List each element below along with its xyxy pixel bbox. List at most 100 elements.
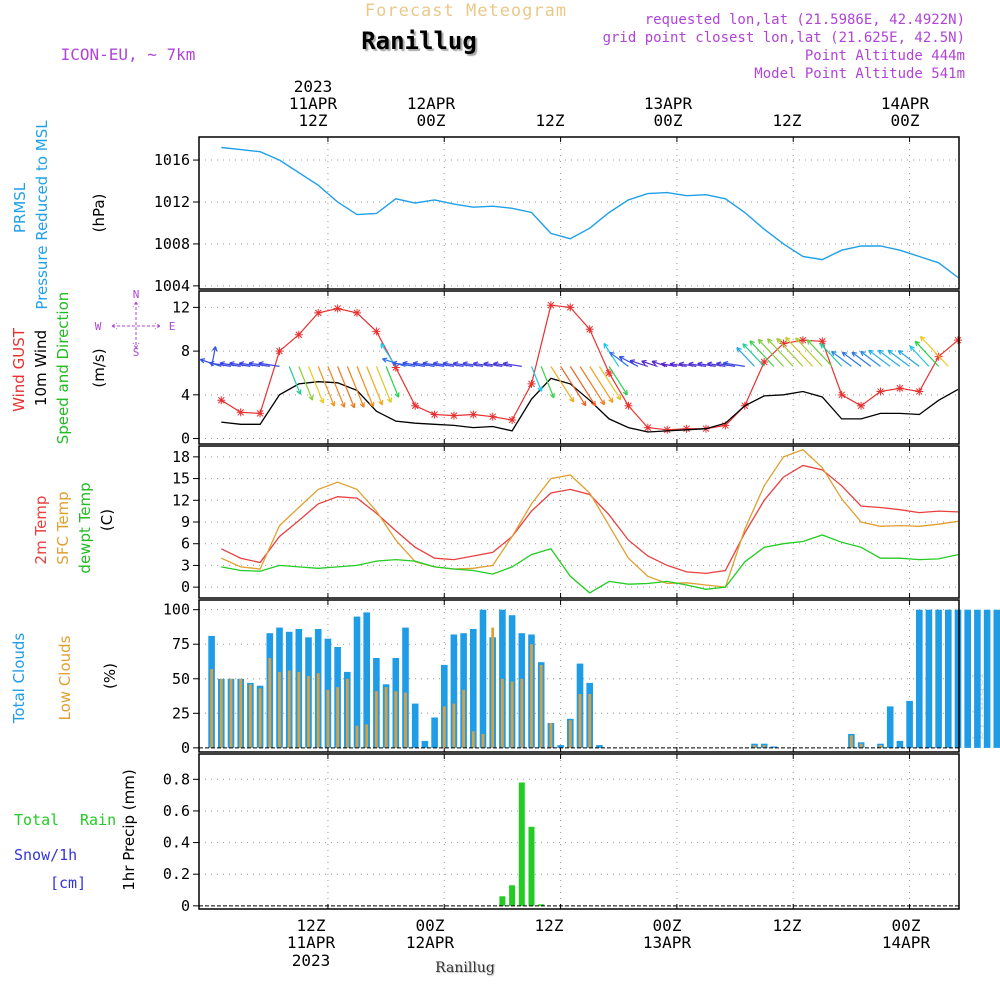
low-cloud-bar — [297, 672, 300, 748]
cloud-tick-75: 75 — [172, 635, 190, 653]
low-cloud-bar — [278, 672, 281, 748]
total-cloud-bar — [974, 610, 981, 748]
wind-gust-point — [314, 309, 322, 317]
unit-precip: 1hr Precip (mm) — [120, 769, 138, 890]
label-dewpt-temp: dewpt Temp — [76, 482, 94, 573]
forecast-subtitle: Forecast Meteogram — [365, 1, 567, 21]
rain-bar — [499, 896, 505, 906]
low-cloud-bar — [462, 690, 465, 748]
bottom-label-14apr: 14APR — [882, 933, 931, 952]
total-cloud-bar — [412, 704, 419, 748]
bottom-label-12z-13apr: 12Z — [773, 916, 802, 935]
unit-ms: (m/s) — [90, 348, 108, 387]
low-cloud-bar — [501, 679, 504, 748]
low-cloud-bar — [307, 676, 310, 748]
wind-gust-point — [237, 408, 245, 416]
low-cloud-bar — [356, 726, 359, 748]
wind-gust-point — [915, 388, 923, 396]
wind-gust-point — [566, 303, 574, 311]
pressure-tick-1016: 1016 — [154, 151, 190, 169]
wind-gust-point — [857, 402, 865, 410]
precip-tick-0: 0 — [181, 897, 190, 915]
wind-tick-8: 8 — [181, 342, 190, 360]
low-cloud-bar — [230, 679, 233, 748]
low-cloud-bar — [472, 731, 475, 748]
unit-percent: (%) — [101, 663, 119, 689]
bottom-label-12z-12apr: 12Z — [535, 916, 564, 935]
total-cloud-bar — [955, 610, 962, 748]
top-label-13apr-12z: 12Z — [773, 111, 802, 130]
bottom-label-13apr: 13APR — [643, 933, 692, 952]
low-cloud-bar — [511, 682, 514, 748]
wind-gust-point — [683, 425, 691, 433]
cloud-tick-0: 0 — [181, 739, 190, 757]
label-speed-direction: Speed and Direction — [54, 292, 72, 445]
label-low-clouds: Low Clouds — [56, 635, 74, 720]
low-cloud-bar — [520, 679, 523, 748]
bottom-label-11apr: 11APR — [287, 933, 336, 952]
wind-gust-point — [411, 402, 419, 410]
wind-gust-point — [547, 301, 555, 309]
wind-gust-point — [334, 304, 342, 312]
station-title: Ranillug — [361, 27, 477, 55]
wind-tick-12: 12 — [172, 298, 190, 316]
low-cloud-bar — [860, 744, 863, 748]
wind-tick-4: 4 — [181, 386, 190, 404]
temp-tick-0: 0 — [181, 578, 190, 596]
requested-coords: requested lon,lat (21.5986E, 42.4922N) — [645, 12, 965, 28]
wind-gust-point — [431, 410, 439, 418]
top-label-11apr-12z: 12Z — [299, 111, 328, 130]
label-wind-gust: Wind GUST — [10, 327, 28, 412]
low-cloud-bar — [385, 687, 388, 748]
low-cloud-bar — [404, 693, 407, 748]
low-cloud-bar — [239, 679, 242, 748]
footer-station: Ranillug — [435, 960, 495, 976]
wind-gust-point — [353, 309, 361, 317]
wind-gust-point — [469, 410, 477, 418]
low-cloud-bar — [220, 679, 223, 748]
rain-bar — [519, 783, 525, 906]
wind-gust-point — [896, 384, 904, 392]
total-cloud-bar — [470, 629, 477, 748]
temp-tick-15: 15 — [172, 470, 190, 488]
wind-gust-point — [256, 409, 264, 417]
temp-tick-12: 12 — [172, 491, 190, 509]
low-cloud-bar — [288, 671, 291, 748]
wind-gust-point — [450, 412, 458, 420]
label-pressure-msl: Pressure Reduced to MSL — [33, 120, 51, 310]
point-altitude: Point Altitude 444m — [805, 48, 965, 64]
label-2m-temp: 2m Temp — [32, 496, 50, 565]
low-cloud-bar — [443, 706, 446, 748]
temp-tick-6: 6 — [181, 535, 190, 553]
model-altitude: Model Point Altitude 541m — [754, 66, 965, 82]
low-cloud-bar — [375, 691, 378, 748]
total-cloud-bar — [926, 610, 933, 748]
cloud-tick-100: 100 — [163, 601, 190, 619]
low-cloud-bar — [327, 690, 330, 748]
low-cloud-bar — [249, 684, 252, 748]
low-cloud-bar — [268, 658, 271, 748]
low-cloud-bar — [491, 628, 494, 748]
wind-gust-point — [528, 380, 536, 388]
total-cloud-bar — [431, 718, 438, 748]
pressure-tick-1012: 1012 — [154, 193, 190, 211]
wind-gust-point — [508, 416, 516, 424]
label-cm: [cm] — [50, 874, 86, 892]
wind-gust-point — [217, 396, 225, 404]
total-cloud-bar — [887, 706, 894, 748]
top-label-12apr-00z: 00Z — [417, 111, 446, 130]
low-cloud-bar — [317, 673, 320, 748]
compass-w: W — [95, 320, 102, 333]
low-cloud-bar — [588, 694, 591, 748]
low-cloud-bar — [259, 688, 262, 747]
low-cloud-bar — [336, 687, 339, 748]
low-cloud-bar — [394, 691, 397, 748]
low-cloud-bar — [569, 720, 572, 748]
label-rain: Rain — [80, 811, 116, 829]
total-cloud-bar — [984, 610, 991, 748]
total-cloud-bar — [480, 610, 487, 748]
precip-tick-0.2: 0.2 — [163, 865, 190, 883]
rain-bar — [509, 885, 515, 906]
wind-gust-point — [624, 402, 632, 410]
temp-tick-18: 18 — [172, 448, 190, 466]
